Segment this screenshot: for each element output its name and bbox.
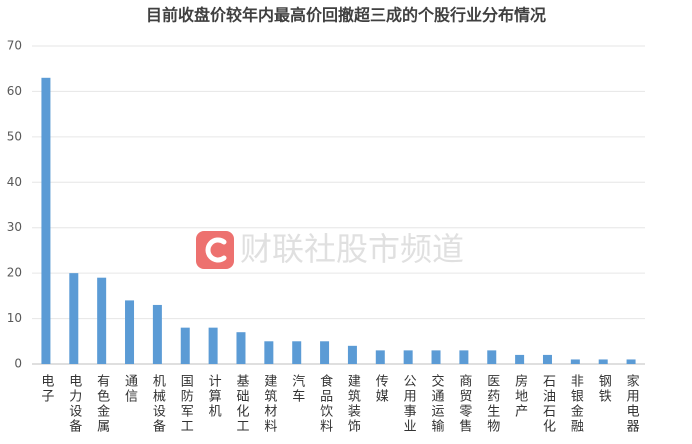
bar: [292, 341, 302, 364]
watermark-logo: [196, 231, 234, 269]
bar: [347, 345, 357, 364]
bar: [459, 350, 469, 364]
x-tick-label: 传媒: [373, 374, 389, 404]
bar: [180, 327, 190, 364]
bar: [320, 341, 330, 364]
x-tick-label: 钢铁: [596, 374, 612, 404]
x-tick-label: 基础化工: [233, 374, 249, 434]
x-tick-label: 交通运输: [429, 373, 445, 434]
watermark: 财联社股市频道: [240, 230, 464, 268]
bar: [598, 359, 608, 364]
x-tick-label: 家用电器: [624, 373, 640, 434]
x-tick-label: 电子: [38, 374, 54, 404]
x-tick-label: 建筑材料: [261, 374, 277, 434]
x-tick-label: 公用事业: [401, 374, 417, 434]
y-tick-label: 0: [14, 357, 22, 371]
x-tick-label: 通信: [122, 374, 138, 404]
x-tick-label: 有色金属: [94, 374, 110, 434]
bar: [487, 350, 497, 364]
x-tick-label: 建筑装饰: [345, 374, 361, 434]
bar: [515, 354, 525, 364]
x-tick-label: 石油石化: [540, 374, 556, 434]
bar: [69, 273, 79, 364]
y-tick-label: 30: [7, 220, 22, 234]
x-tick-label: 计算机: [206, 374, 222, 419]
bar: [41, 77, 51, 365]
bar: [403, 350, 413, 364]
x-tick-label: 机械设备: [150, 374, 166, 434]
bar: [125, 300, 135, 364]
bar: [264, 341, 274, 364]
x-tick-label: 商贸零售: [456, 374, 472, 434]
y-tick-label: 10: [7, 311, 22, 325]
bar: [97, 277, 107, 364]
bar: [236, 332, 246, 364]
bar: [431, 350, 441, 364]
y-tick-label: 20: [7, 266, 22, 280]
x-tick-label: 非银金融: [568, 374, 584, 434]
y-tick-label: 70: [7, 39, 22, 53]
x-tick-label: 房地产: [512, 373, 528, 419]
bar: [542, 354, 552, 364]
x-tick-label: 电力设备: [66, 374, 82, 434]
y-tick-label: 40: [7, 175, 22, 189]
x-tick-label: 食品饮料: [317, 373, 333, 434]
bar: [208, 327, 218, 364]
x-tick-label: 医药生物: [484, 374, 500, 434]
x-tick-label: 汽车: [289, 374, 305, 404]
y-tick-label: 60: [7, 84, 22, 98]
y-tick-label: 50: [7, 129, 22, 143]
bar: [375, 350, 385, 364]
bar: [152, 304, 162, 364]
chart-title: 目前收盘价较年内最高价回撤超三成的个股行业分布情况: [146, 6, 546, 25]
bar: [626, 359, 636, 364]
x-tick-label: 国防军工: [178, 374, 194, 434]
bar: [570, 359, 580, 364]
